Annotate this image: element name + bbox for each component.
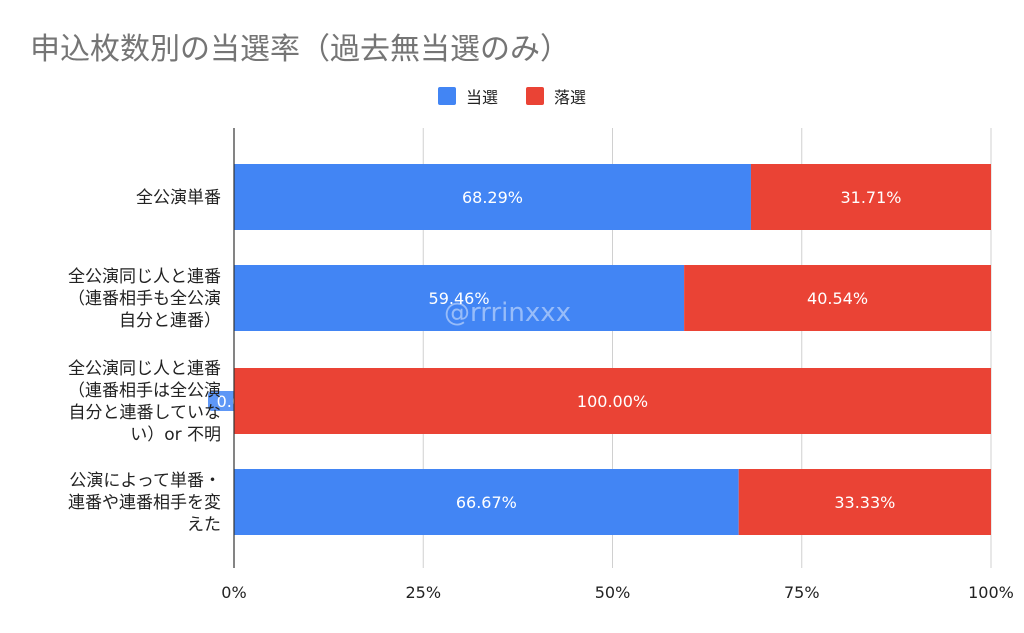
category-label: 自分と連番） (119, 311, 221, 331)
bar-segment (750, 164, 991, 230)
legend-label-lose: 落選 (554, 88, 587, 107)
bar-segment (234, 368, 991, 434)
bar-value-label: 59.46% (429, 289, 490, 308)
bar-value-label: 33.33% (834, 493, 895, 512)
category-label: 全公演単番 (136, 188, 221, 208)
bar-value-label: 68.29% (462, 188, 523, 207)
legend-swatch-lose (526, 87, 544, 105)
bar-segment (738, 469, 991, 535)
x-tick-label: 0% (221, 583, 246, 602)
legend-label-win: 当選 (465, 88, 498, 107)
category-label: 全公演同じ人と連番 (68, 359, 221, 379)
x-tick-label: 50% (595, 583, 631, 602)
bar-value-label: 100.00% (577, 392, 648, 411)
bar-segment (234, 265, 685, 331)
category-label: えた (187, 515, 221, 535)
chart-title: 申込枚数別の当選率（過去無当選のみ） (30, 32, 570, 67)
legend-item-win: 当選 (437, 84, 498, 108)
category-label: （連番相手も全公演 (68, 289, 221, 309)
x-tick-label: 75% (784, 583, 820, 602)
category-label: 全公演同じ人と連番 (68, 267, 221, 287)
bar-value-label: 31.71% (840, 188, 901, 207)
x-tick-label: 100% (968, 583, 1014, 602)
legend-swatch-win (437, 87, 456, 105)
category-label: 自分と連番していな (69, 403, 222, 423)
bar-segment (234, 164, 751, 230)
category-label: （連番相手は全公演 (68, 381, 221, 401)
category-label: 連番や連番相手を変 (68, 493, 221, 513)
bar-segment (234, 469, 739, 535)
category-label: い）or 不明 (130, 425, 221, 445)
x-tick-label: 25% (405, 583, 441, 602)
legend: 当選 落選 (0, 84, 1024, 108)
bar-segment (684, 265, 991, 331)
category-label: 公演によって単番・ (69, 471, 221, 491)
bar-value-label: 66.67% (456, 493, 517, 512)
legend-item-lose: 落選 (526, 84, 586, 108)
bar-value-label: 40.54% (807, 289, 868, 308)
